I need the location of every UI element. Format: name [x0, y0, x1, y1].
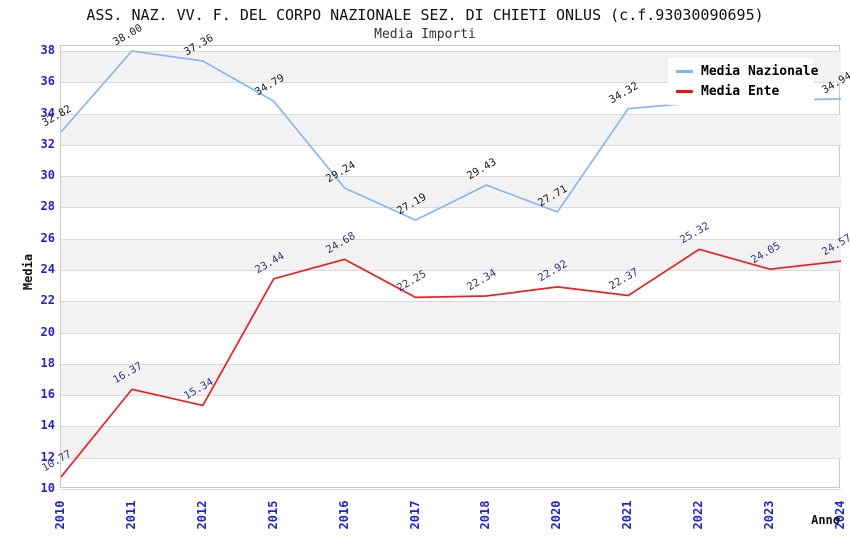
gridline [61, 51, 841, 52]
y-tick-label: 20 [40, 324, 55, 339]
grid-band [61, 426, 841, 458]
gridline [61, 270, 841, 271]
y-tick-label: 30 [40, 168, 55, 183]
chart-title: ASS. NAZ. VV. F. DEL CORPO NAZIONALE SEZ… [86, 6, 764, 24]
y-tick-label: 10 [40, 481, 55, 495]
x-tick-label: 2022 [691, 500, 706, 530]
plot-area [60, 45, 841, 490]
gridline [61, 426, 841, 428]
gridline [61, 113, 841, 115]
y-tick-label: 18 [40, 355, 55, 370]
grid-band [61, 238, 841, 270]
x-axis-title: Anno [811, 513, 840, 527]
y-tick-label: 26 [40, 230, 55, 245]
gridline [61, 144, 841, 146]
y-tick-label: 34 [40, 105, 55, 120]
series-line-media-ente [61, 248, 841, 478]
legend-item-media-ente: Media Ente [668, 84, 814, 99]
grid-band [61, 301, 841, 333]
gridline [61, 176, 841, 178]
x-tick-label: 2021 [620, 500, 635, 530]
y-tick-label: 38 [40, 43, 55, 57]
y-tick-label: 16 [40, 387, 55, 402]
x-tick-label: 2020 [549, 500, 564, 530]
x-tick-label: 2017 [407, 500, 422, 530]
y-tick-label: 24 [40, 262, 55, 276]
legend-swatch-blue-line-icon [676, 69, 693, 73]
y-tick-label: 14 [40, 418, 55, 433]
x-tick-label: 2018 [478, 500, 493, 530]
gridline [61, 82, 841, 84]
legend-box: Media Nazionale Media Ente [668, 58, 818, 105]
x-tick-label: 2012 [194, 500, 209, 530]
x-tick-label: 2015 [265, 500, 280, 530]
x-tick-label: 2010 [53, 500, 67, 530]
gridline [61, 363, 841, 365]
gridline [61, 207, 841, 209]
y-tick-label: 22 [40, 293, 55, 308]
gridline [61, 238, 841, 240]
legend-label: Media Nazionale [701, 63, 819, 79]
grid-band [61, 113, 841, 145]
gridline [61, 301, 841, 303]
gridline [61, 457, 841, 459]
legend-label: Media Ente [701, 84, 780, 100]
gridline [61, 395, 841, 397]
legend-item-media-nazionale: Media Nazionale [668, 64, 818, 79]
x-tick-label: 2016 [336, 500, 351, 530]
x-tick-label: 2011 [123, 500, 138, 530]
legend-swatch-red-line-icon [676, 90, 693, 94]
grid-band [61, 363, 841, 396]
gridline [61, 332, 841, 334]
gridline [61, 489, 841, 490]
y-tick-label: 36 [40, 74, 55, 89]
chart-subtitle: Media Importi [374, 27, 476, 42]
y-tick-label: 28 [40, 199, 55, 214]
y-tick-label: 32 [40, 136, 55, 151]
y-tick-label: 12 [40, 449, 55, 464]
